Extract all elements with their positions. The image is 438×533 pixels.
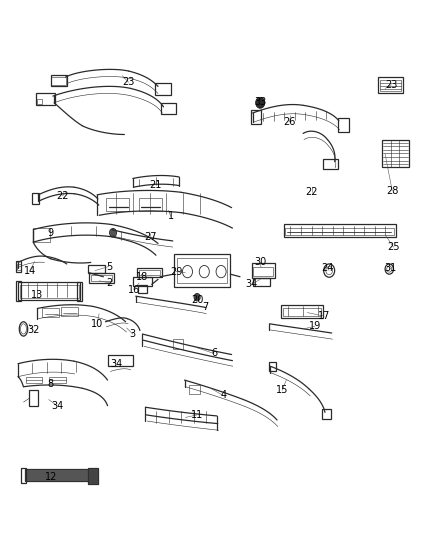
Bar xyxy=(88,265,106,273)
Bar xyxy=(251,110,261,124)
Bar xyxy=(133,277,152,286)
Bar xyxy=(382,140,410,167)
Text: 31: 31 xyxy=(385,263,397,273)
Bar xyxy=(322,409,331,419)
Circle shape xyxy=(110,230,116,236)
Bar xyxy=(254,266,273,276)
Text: 10: 10 xyxy=(91,319,103,329)
Bar xyxy=(25,377,42,383)
Bar xyxy=(61,308,78,316)
Text: 11: 11 xyxy=(191,410,203,420)
Text: 16: 16 xyxy=(128,285,140,295)
Bar xyxy=(36,93,55,106)
Bar xyxy=(42,309,59,317)
Bar xyxy=(284,224,396,237)
Bar xyxy=(25,470,88,480)
Bar xyxy=(49,377,66,383)
Bar xyxy=(20,285,78,298)
Text: 33: 33 xyxy=(254,96,266,107)
Bar xyxy=(378,77,403,93)
Text: 22: 22 xyxy=(57,191,69,201)
Text: 24: 24 xyxy=(321,263,334,272)
Bar xyxy=(286,228,394,235)
Bar xyxy=(139,198,162,211)
Text: 26: 26 xyxy=(283,117,296,127)
Bar xyxy=(137,268,162,277)
Text: 12: 12 xyxy=(45,472,57,482)
Bar xyxy=(91,275,112,281)
Bar xyxy=(323,159,338,169)
Bar xyxy=(380,80,402,91)
Text: 30: 30 xyxy=(254,257,266,268)
Bar xyxy=(252,263,275,278)
Text: 29: 29 xyxy=(170,266,182,277)
Text: 1: 1 xyxy=(168,212,174,221)
Text: 34: 34 xyxy=(246,279,258,289)
Bar xyxy=(155,83,171,94)
Text: 13: 13 xyxy=(31,290,43,300)
Bar xyxy=(88,469,97,483)
Text: 20: 20 xyxy=(191,295,203,305)
Bar xyxy=(89,273,114,283)
Text: 9: 9 xyxy=(47,228,53,238)
Bar xyxy=(17,264,21,270)
Text: 19: 19 xyxy=(309,321,321,332)
Bar xyxy=(108,355,133,366)
Bar xyxy=(25,469,90,481)
Bar xyxy=(189,385,201,394)
Bar xyxy=(161,103,176,114)
Text: 5: 5 xyxy=(106,262,112,271)
Circle shape xyxy=(256,98,265,108)
Text: 27: 27 xyxy=(145,232,157,242)
Text: 23: 23 xyxy=(385,80,398,90)
Bar xyxy=(77,282,82,301)
Bar xyxy=(173,254,230,287)
Bar xyxy=(16,281,21,301)
Bar xyxy=(281,305,323,318)
Text: 22: 22 xyxy=(305,187,318,197)
Text: 7: 7 xyxy=(202,302,208,312)
Text: 6: 6 xyxy=(211,349,217,359)
Bar xyxy=(139,270,160,275)
Bar xyxy=(51,75,67,86)
Text: 28: 28 xyxy=(386,186,399,196)
Text: 14: 14 xyxy=(24,265,36,276)
Text: 18: 18 xyxy=(136,272,148,282)
Bar xyxy=(29,390,38,406)
Text: 25: 25 xyxy=(387,242,400,252)
Bar xyxy=(177,259,226,283)
Bar xyxy=(33,228,50,242)
Bar xyxy=(253,278,270,286)
Text: 2: 2 xyxy=(106,278,113,288)
Bar xyxy=(32,193,39,204)
Text: 32: 32 xyxy=(27,326,39,335)
Text: 4: 4 xyxy=(220,391,226,400)
Text: 34: 34 xyxy=(51,401,63,411)
Bar xyxy=(37,99,42,104)
Bar xyxy=(88,467,98,484)
Circle shape xyxy=(195,295,199,300)
Bar xyxy=(16,261,21,272)
Text: 21: 21 xyxy=(149,180,161,190)
Bar xyxy=(21,467,26,483)
Bar xyxy=(106,198,130,211)
Text: 15: 15 xyxy=(276,385,288,395)
Bar xyxy=(338,118,350,132)
Bar xyxy=(51,77,66,85)
Text: 23: 23 xyxy=(122,77,135,87)
Bar xyxy=(138,285,147,293)
Text: 8: 8 xyxy=(47,379,53,389)
Text: 17: 17 xyxy=(318,311,330,321)
Bar xyxy=(173,339,183,350)
Bar xyxy=(268,362,276,372)
Text: 3: 3 xyxy=(130,329,136,339)
Bar xyxy=(283,308,321,316)
Bar xyxy=(18,282,80,300)
Text: 34: 34 xyxy=(110,359,122,369)
